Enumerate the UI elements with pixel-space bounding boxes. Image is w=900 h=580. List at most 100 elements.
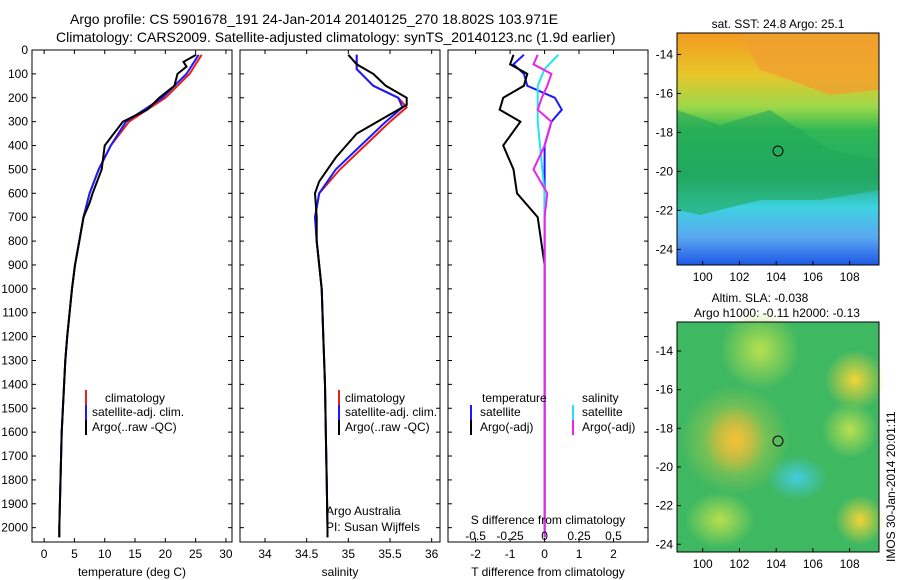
map-x-tick-label: 108 <box>840 270 860 284</box>
x-tick-label: 2 <box>610 547 617 561</box>
map-x-tick-label: 104 <box>766 270 786 284</box>
sla-map <box>676 310 885 553</box>
series-line <box>58 53 197 538</box>
x-tick-label: 10 <box>98 547 112 561</box>
depth-tick-label: 1500 <box>1 401 28 415</box>
map-x-tick-label: 108 <box>840 557 860 571</box>
map-x-tick-label: 100 <box>693 270 713 284</box>
depth-tick-label: 1600 <box>1 425 28 439</box>
depth-tick-label: 1200 <box>1 330 28 344</box>
legend-label-argo: Argo(..raw -QC) <box>92 420 177 434</box>
map-x-tick-label: 106 <box>803 557 823 571</box>
x-tick-label: 35 <box>342 547 356 561</box>
sst-map-warm-patch <box>740 33 879 95</box>
argo-location-marker <box>772 145 784 157</box>
depth-tick-label: 200 <box>8 91 28 105</box>
series-line <box>313 54 404 538</box>
map-y-tick-label: -24 <box>656 537 674 551</box>
argo-location-marker <box>772 435 784 447</box>
depth-tick-label: 1000 <box>1 282 28 296</box>
legend-label-sal-argo: Argo(-adj) <box>582 420 635 434</box>
temp-axes <box>31 49 233 543</box>
x-tick-label: -0.25 <box>496 529 524 543</box>
legend-title-salinity: salinity <box>582 391 619 405</box>
sla-map-yellow-patch <box>825 350 885 410</box>
x-tick-label: 5 <box>71 547 78 561</box>
note-pi: PI: Susan Wijffels <box>326 520 420 534</box>
sst-map <box>676 32 880 266</box>
legend-label-temp-argo: Argo(-adj) <box>480 420 533 434</box>
series-line <box>313 54 408 538</box>
depth-tick-label: 1100 <box>2 306 28 320</box>
sla-map-frame <box>676 321 880 553</box>
sla-map-cyan-patch <box>767 456 827 500</box>
x-tick-label: 15 <box>128 547 142 561</box>
x-tick-label: 34.5 <box>295 547 319 561</box>
side-label: IMOS 30-Jan-2014 20:01:11 <box>884 411 898 562</box>
legend-label-climatology: climatology <box>105 391 165 405</box>
temp-legend: climatology satellite-adj. clim. Argo(..… <box>85 390 184 435</box>
legend-title-temperature: temperature <box>482 391 547 405</box>
map-y-tick-label: -24 <box>656 242 674 256</box>
x-tick-label: 30 <box>219 547 233 561</box>
diff-axes <box>447 49 649 543</box>
legend-label-climatology: climatology <box>345 391 405 405</box>
depth-tick-label: 1300 <box>1 353 28 367</box>
map-x-tick-label: 102 <box>729 557 749 571</box>
legend-label-satellite: satellite-adj. clim. <box>92 405 184 419</box>
x-tick-label: 0 <box>541 547 548 561</box>
sal-series <box>313 54 409 538</box>
map-y-tick-label: -22 <box>656 203 674 217</box>
temp-series <box>58 53 203 538</box>
sla-map-yellow-patch <box>720 310 800 390</box>
sst-x-ticks: 100 102 104 106 108 <box>693 261 860 284</box>
sst-y-ticks: -14 -16 -18 -20 -22 -24 <box>656 47 681 256</box>
depth-tick-label: 2000 <box>1 521 28 535</box>
depth-tick-label: 1800 <box>1 473 28 487</box>
x-tick-label: -0.5 <box>465 529 486 543</box>
map-y-tick-label: -22 <box>656 499 674 513</box>
series-line <box>58 54 203 538</box>
diff-s-ticks: -0.5 -0.25 0 0.25 0.5 <box>465 529 622 543</box>
depth-tick-label: 0 <box>21 43 28 57</box>
diff-series <box>498 54 564 538</box>
sla-map-yellow-patch <box>822 402 878 458</box>
depth-tick-label: 1400 <box>1 377 28 391</box>
sla-map-yellow-patch <box>835 495 885 545</box>
depth-tick-label: 600 <box>8 186 28 200</box>
depth-tick-label: 100 <box>8 67 28 81</box>
sla-map-title2: Argo h1000: -0.11 h2000: -0.13 <box>694 306 860 320</box>
header-line2: Climatology: CARS2009. Satellite-adjuste… <box>56 29 616 45</box>
x-tick-label: 0.25 <box>567 529 591 543</box>
legend-label-sal-satellite: satellite <box>582 405 623 419</box>
depth-tick-label: 500 <box>8 162 28 176</box>
diff-s-label: S difference from climatology <box>471 513 626 527</box>
depth-tick-label: 1900 <box>1 497 28 511</box>
x-tick-label: 25 <box>189 547 203 561</box>
sst-map-title: sat. SST: 24.8 Argo: 25.1 <box>712 17 845 31</box>
legend-label-argo: Argo(..raw -QC) <box>345 420 430 434</box>
depth-tick-label: 900 <box>8 258 28 272</box>
depth-tick-label: 300 <box>8 115 28 129</box>
sal-legend: climatology satellite-adj. clim. Argo(..… <box>326 390 437 534</box>
x-tick-label: 0 <box>41 547 48 561</box>
map-x-tick-label: 100 <box>693 557 713 571</box>
x-tick-label: 34 <box>258 547 272 561</box>
map-x-tick-label: 106 <box>803 270 823 284</box>
sla-map-title1: Altim. SLA: -0.038 <box>712 291 809 305</box>
series-line <box>498 54 546 538</box>
map-y-tick-label: -16 <box>656 86 674 100</box>
legend-label-satellite: satellite-adj. clim. <box>345 405 437 419</box>
map-y-tick-label: -14 <box>656 344 674 358</box>
legend-label-temp-satellite: satellite <box>480 405 521 419</box>
sal-xlabel: salinity <box>322 565 359 579</box>
map-y-tick-label: -20 <box>656 460 674 474</box>
map-x-tick-label: 104 <box>766 557 786 571</box>
sla-map-yellow-patch <box>685 492 755 548</box>
sla-x-ticks: 100 102 104 106 108 <box>693 548 860 571</box>
note-argo-australia: Argo Australia <box>326 504 401 518</box>
diff-x-ticks: -2 -1 0 1 2 <box>470 50 617 561</box>
x-tick-label: 36 <box>425 547 439 561</box>
map-y-tick-label: -16 <box>656 383 674 397</box>
map-y-tick-label: -20 <box>656 164 674 178</box>
